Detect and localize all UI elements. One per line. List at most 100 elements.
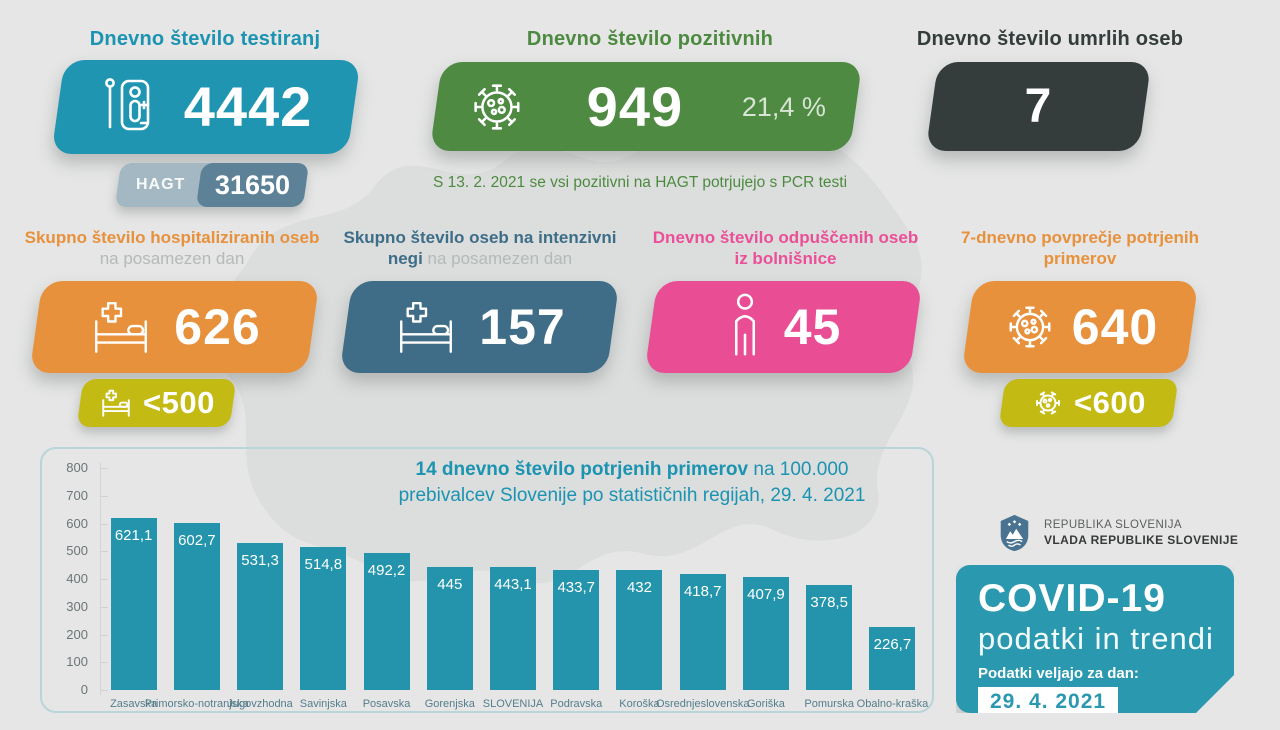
bar: 432 <box>616 570 663 690</box>
y-tick-mark <box>100 468 108 469</box>
covid-brand-card: COVID-19 podatki in trendi Podatki velja… <box>956 565 1234 713</box>
bar-category-label: Gorenjska <box>424 698 475 710</box>
bar: 443,1 <box>490 567 537 690</box>
bar-slot: 418,7 Osrednjeslovenska <box>656 468 750 710</box>
y-tick-label: 300 <box>66 598 88 614</box>
virus-icon <box>1009 306 1051 348</box>
hagt-label: HAGT <box>136 176 186 193</box>
y-tick-mark <box>100 495 108 497</box>
bar-category-label: Jugovzhodna <box>227 698 293 710</box>
bar-slot: 407,9 Goriška <box>734 468 797 710</box>
deaths-title: Dnevno število umrlih oseb <box>916 28 1184 50</box>
hospital-bed-icon <box>95 301 148 353</box>
hospitalized-target-badge: <500 <box>76 379 237 427</box>
bar: 621,1 <box>110 518 157 690</box>
bar-value-label: 621,1 <box>114 527 153 544</box>
icu-card: 157 <box>339 281 620 373</box>
hospitalized-title: Skupno število hospitaliziranih oseb na … <box>24 228 320 268</box>
bar: 514,8 <box>300 547 347 690</box>
covid-date: 29. 4. 2021 <box>978 687 1118 717</box>
bar-value-label: 602,7 <box>178 532 216 549</box>
discharged-title: Dnevno število odpuščenih oseb iz bolniš… <box>652 228 919 268</box>
bar-slot: 602,7 Primorsko-notranjska <box>145 468 249 710</box>
covid-caption: Podatki veljajo za dan: <box>978 664 1139 682</box>
bar-slot: 531,3 Jugovzhodna <box>227 468 293 710</box>
bar-value-label: 432 <box>626 579 652 596</box>
y-tick-label: 100 <box>66 654 88 670</box>
bar: 492,2 <box>363 553 410 690</box>
bar-value-label: 531,3 <box>241 552 279 569</box>
y-tick-label: 600 <box>66 515 88 531</box>
hospitalized-value: 626 <box>174 299 261 355</box>
bar-value-label: 433,7 <box>557 579 596 596</box>
discharged-value: 45 <box>783 299 842 355</box>
gov-line1: REPUBLIKA SLOVENIJA <box>1044 518 1182 531</box>
bar-slot: 433,7 Podravska <box>545 468 608 710</box>
y-tick-label: 700 <box>66 487 88 503</box>
tests-card: 4442 <box>51 60 361 154</box>
y-tick-label: 500 <box>66 543 88 559</box>
positive-percent: 21,4 % <box>741 91 826 121</box>
y-tick-mark <box>100 606 108 608</box>
bar-category-label: Zasavska <box>110 698 158 710</box>
y-tick-mark <box>100 634 108 636</box>
bar-category-label: Obalno-kraška <box>856 698 929 710</box>
bar-category-label: Pomurska <box>804 698 854 710</box>
bar-category-label: Goriška <box>747 698 785 710</box>
bar: 418,7 <box>679 574 726 690</box>
bar: 445 <box>426 567 473 690</box>
virus-icon <box>1035 391 1060 415</box>
test-kit-icon <box>104 78 150 131</box>
hagt-badge: HAGT 31650 <box>114 163 310 207</box>
avg7-value: 640 <box>1071 299 1159 355</box>
bar-value-label: 492,2 <box>367 562 406 579</box>
positive-title: Dnevno število pozitivnih <box>526 28 774 50</box>
bar-value-label: 445 <box>437 576 463 593</box>
y-tick-label: 200 <box>66 626 88 642</box>
hospital-bed-icon <box>400 301 453 353</box>
chart-subtitle: prebivalcev Slovenije po statističnih re… <box>398 485 866 506</box>
y-tick-mark <box>100 551 108 553</box>
positive-value: 949 <box>586 74 684 138</box>
bar-value-label: 407,9 <box>747 586 785 603</box>
hospitalized-target-value: <500 <box>142 385 215 420</box>
avg7-target-value: <600 <box>1073 385 1146 420</box>
bar-slot: 445 Gorenjska <box>418 468 481 710</box>
bar-value-label: 514,8 <box>304 556 343 573</box>
y-tick-mark <box>100 523 108 525</box>
y-tick-mark <box>100 662 108 664</box>
icu-value: 157 <box>479 299 566 355</box>
tests-title: Dnevno število testiranj <box>89 28 321 50</box>
chart-y-axis: 0 100 200 300 400 500 600 700 800 <box>56 460 108 697</box>
bar: 226,7 <box>869 627 916 690</box>
bar-value-label: 443,1 <box>494 576 532 593</box>
bar-category-label: Posavska <box>362 698 411 710</box>
bar-slot: 432 Koroška <box>608 468 671 710</box>
hagt-value: 31650 <box>215 169 291 200</box>
bar-slot: 378,5 Pomurska <box>798 468 861 710</box>
chart-plot: 621,1 Zasavska 602,7 Primorsko-notranjska 53… <box>102 468 928 710</box>
bar-category-label: Koroška <box>619 698 660 710</box>
bar-slot: 621,1 Zasavska <box>102 468 165 710</box>
covid-title: COVID-19 <box>978 577 1166 620</box>
slovenia-coat-of-arms-icon <box>1000 514 1029 552</box>
bar-category-label: Osrednjeslovenska <box>655 698 750 710</box>
bar-category-label: Primorsko-notranjska <box>144 698 249 710</box>
bar: 602,7 <box>173 523 220 690</box>
avg7-target-badge: <600 <box>998 379 1179 427</box>
bar-value-label: 378,5 <box>810 594 848 611</box>
y-tick-label: 0 <box>80 682 88 697</box>
tests-value: 4442 <box>183 75 313 138</box>
bar-slot: 514,8 Savinjska <box>292 468 355 710</box>
bar-value-label: 418,7 <box>683 583 722 600</box>
hospital-bed-icon <box>101 389 130 417</box>
y-tick-mark <box>100 579 108 580</box>
y-tick-label: 800 <box>66 460 88 475</box>
gov-line2: VLADA REPUBLIKE SLOVENIJE <box>1044 532 1239 547</box>
chart-title: 14 dnevno število potrjenih primerov na … <box>282 457 982 509</box>
covid-subtitle: podatki in trendi <box>978 620 1214 656</box>
positive-card: 949 21,4 % <box>429 62 863 151</box>
bar-slot: 492,2 Posavska <box>355 468 418 710</box>
bar-value-label: 226,7 <box>873 636 912 653</box>
